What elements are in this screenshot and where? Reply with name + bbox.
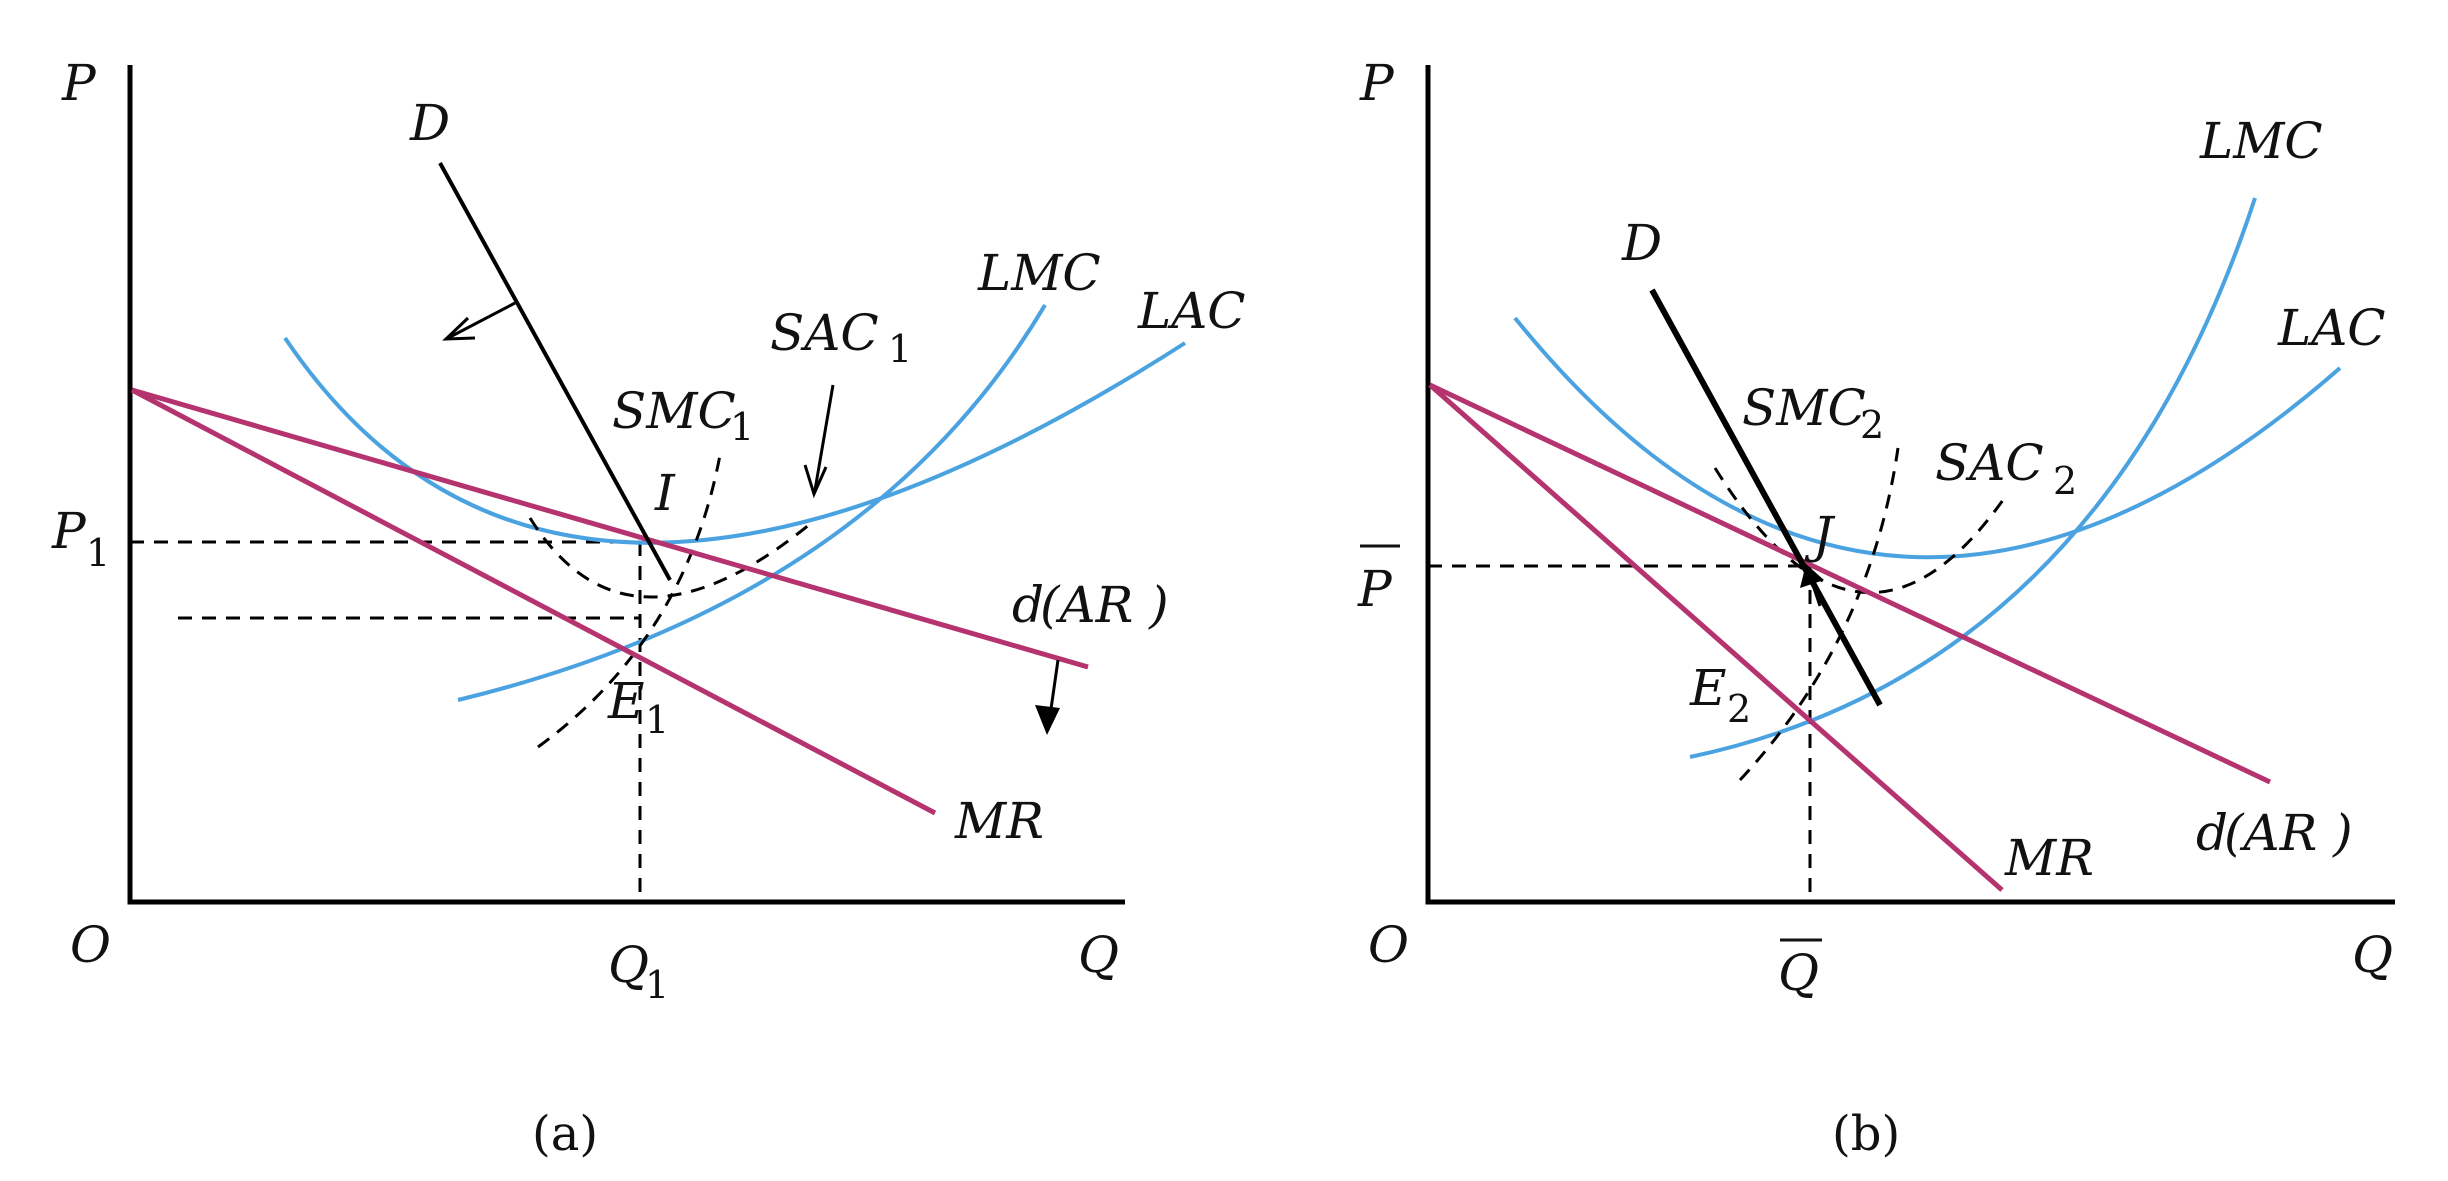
panel-b-lac-label: LAC [2277,299,2386,357]
panel-a: P Q O P 1 Q 1 D LMC LAC SAC 1 SMC 1 I E … [51,54,1246,1162]
panel-a-demand-label: D [409,94,450,152]
panel-b-p-label: P [1357,560,1393,618]
panel-a-smc1-sub: 1 [730,405,754,449]
panel-a-demand-shift-arrow [442,301,516,341]
panel-a-caption: (a) [532,1106,598,1162]
panel-a-point-e1-label: E [607,672,645,730]
panel-a-d-ar-label: d [1012,576,1044,634]
panel-a-d-ar-shift-arrow [1035,659,1060,735]
panel-b-point-e2-label: E [1689,659,1727,717]
panel-b-demand-line [1649,288,1883,707]
panel-a-d-ar-line [131,387,1089,670]
panel-a-d-ar-paren: (AR ) [1040,576,1169,634]
panel-b-point-e2-sub: 2 [1727,687,1751,731]
panel-b-axes [1425,65,2395,905]
panel-b-axis-q: Q [2352,926,2393,984]
panel-b-lmc-curve [1689,197,2257,759]
panel-b-q-label: Q [1778,944,1819,1002]
panel-b-caption: (b) [1832,1106,1900,1162]
panel-b-lmc-label: LMC [2199,112,2323,170]
panel-a-lac-label: LAC [1137,282,1246,340]
panel-a-sac1-curve [528,517,816,599]
panel-a-mr-line [130,387,937,816]
panel-b-smc2-label: SMC [1742,379,1866,437]
panel-b-j-pointer-arrow [1800,564,1824,607]
panel-a-lmc-label: LMC [977,244,1101,302]
panel-b-sac2-label: SAC [1935,434,2044,492]
panel-b-mr-line [1428,383,2004,892]
panel-a-q1-label: Q [608,936,649,994]
panel-b-point-j-label: J [1804,506,1836,564]
panel-a-smc1-label: SMC [612,382,736,440]
panel-b-mr-label: MR [2004,829,2094,887]
panel-a-smc1-curve [537,454,722,749]
panel-b-d-ar-label: d [2196,804,2228,862]
panel-a-point-e1-sub: 1 [645,698,669,742]
panel-a-p1-label: P [51,502,87,560]
panel-b-origin: O [1368,916,1409,974]
panel-a-point-i-label: I [654,464,676,522]
panel-a-axis-q: Q [1078,926,1119,984]
panel-a-mr-label: MR [954,792,1044,850]
panel-a-lmc-curve [457,303,1047,702]
panel-b-d-ar-line [1428,382,2272,785]
panel-b-axis-p: P [1359,54,1395,112]
panel-b: P Q O P Q D LMC LAC SMC 2 SAC 2 J E 2 d … [1357,54,2395,1162]
panel-a-sac1-sub: 1 [888,327,912,371]
panel-a-axes [127,65,1125,905]
panel-a-axis-p: P [61,54,97,112]
panel-a-sac1-label: SAC [770,304,879,362]
panel-a-q1-sub: 1 [645,963,669,1007]
panel-a-sac1-pointer-arrow [803,384,835,499]
panel-a-origin: O [70,916,111,974]
panel-a-demand-line [438,162,672,581]
panel-a-p1-sub: 1 [86,531,110,575]
panel-b-sac2-sub: 2 [2053,459,2077,503]
panel-b-demand-label: D [1621,214,1662,272]
panel-b-smc2-sub: 2 [1860,403,1884,447]
panel-b-smc2-curve [1738,447,1900,782]
panel-b-lac-curve [1513,316,2342,560]
panel-b-d-ar-paren: (AR ) [2224,804,2353,862]
